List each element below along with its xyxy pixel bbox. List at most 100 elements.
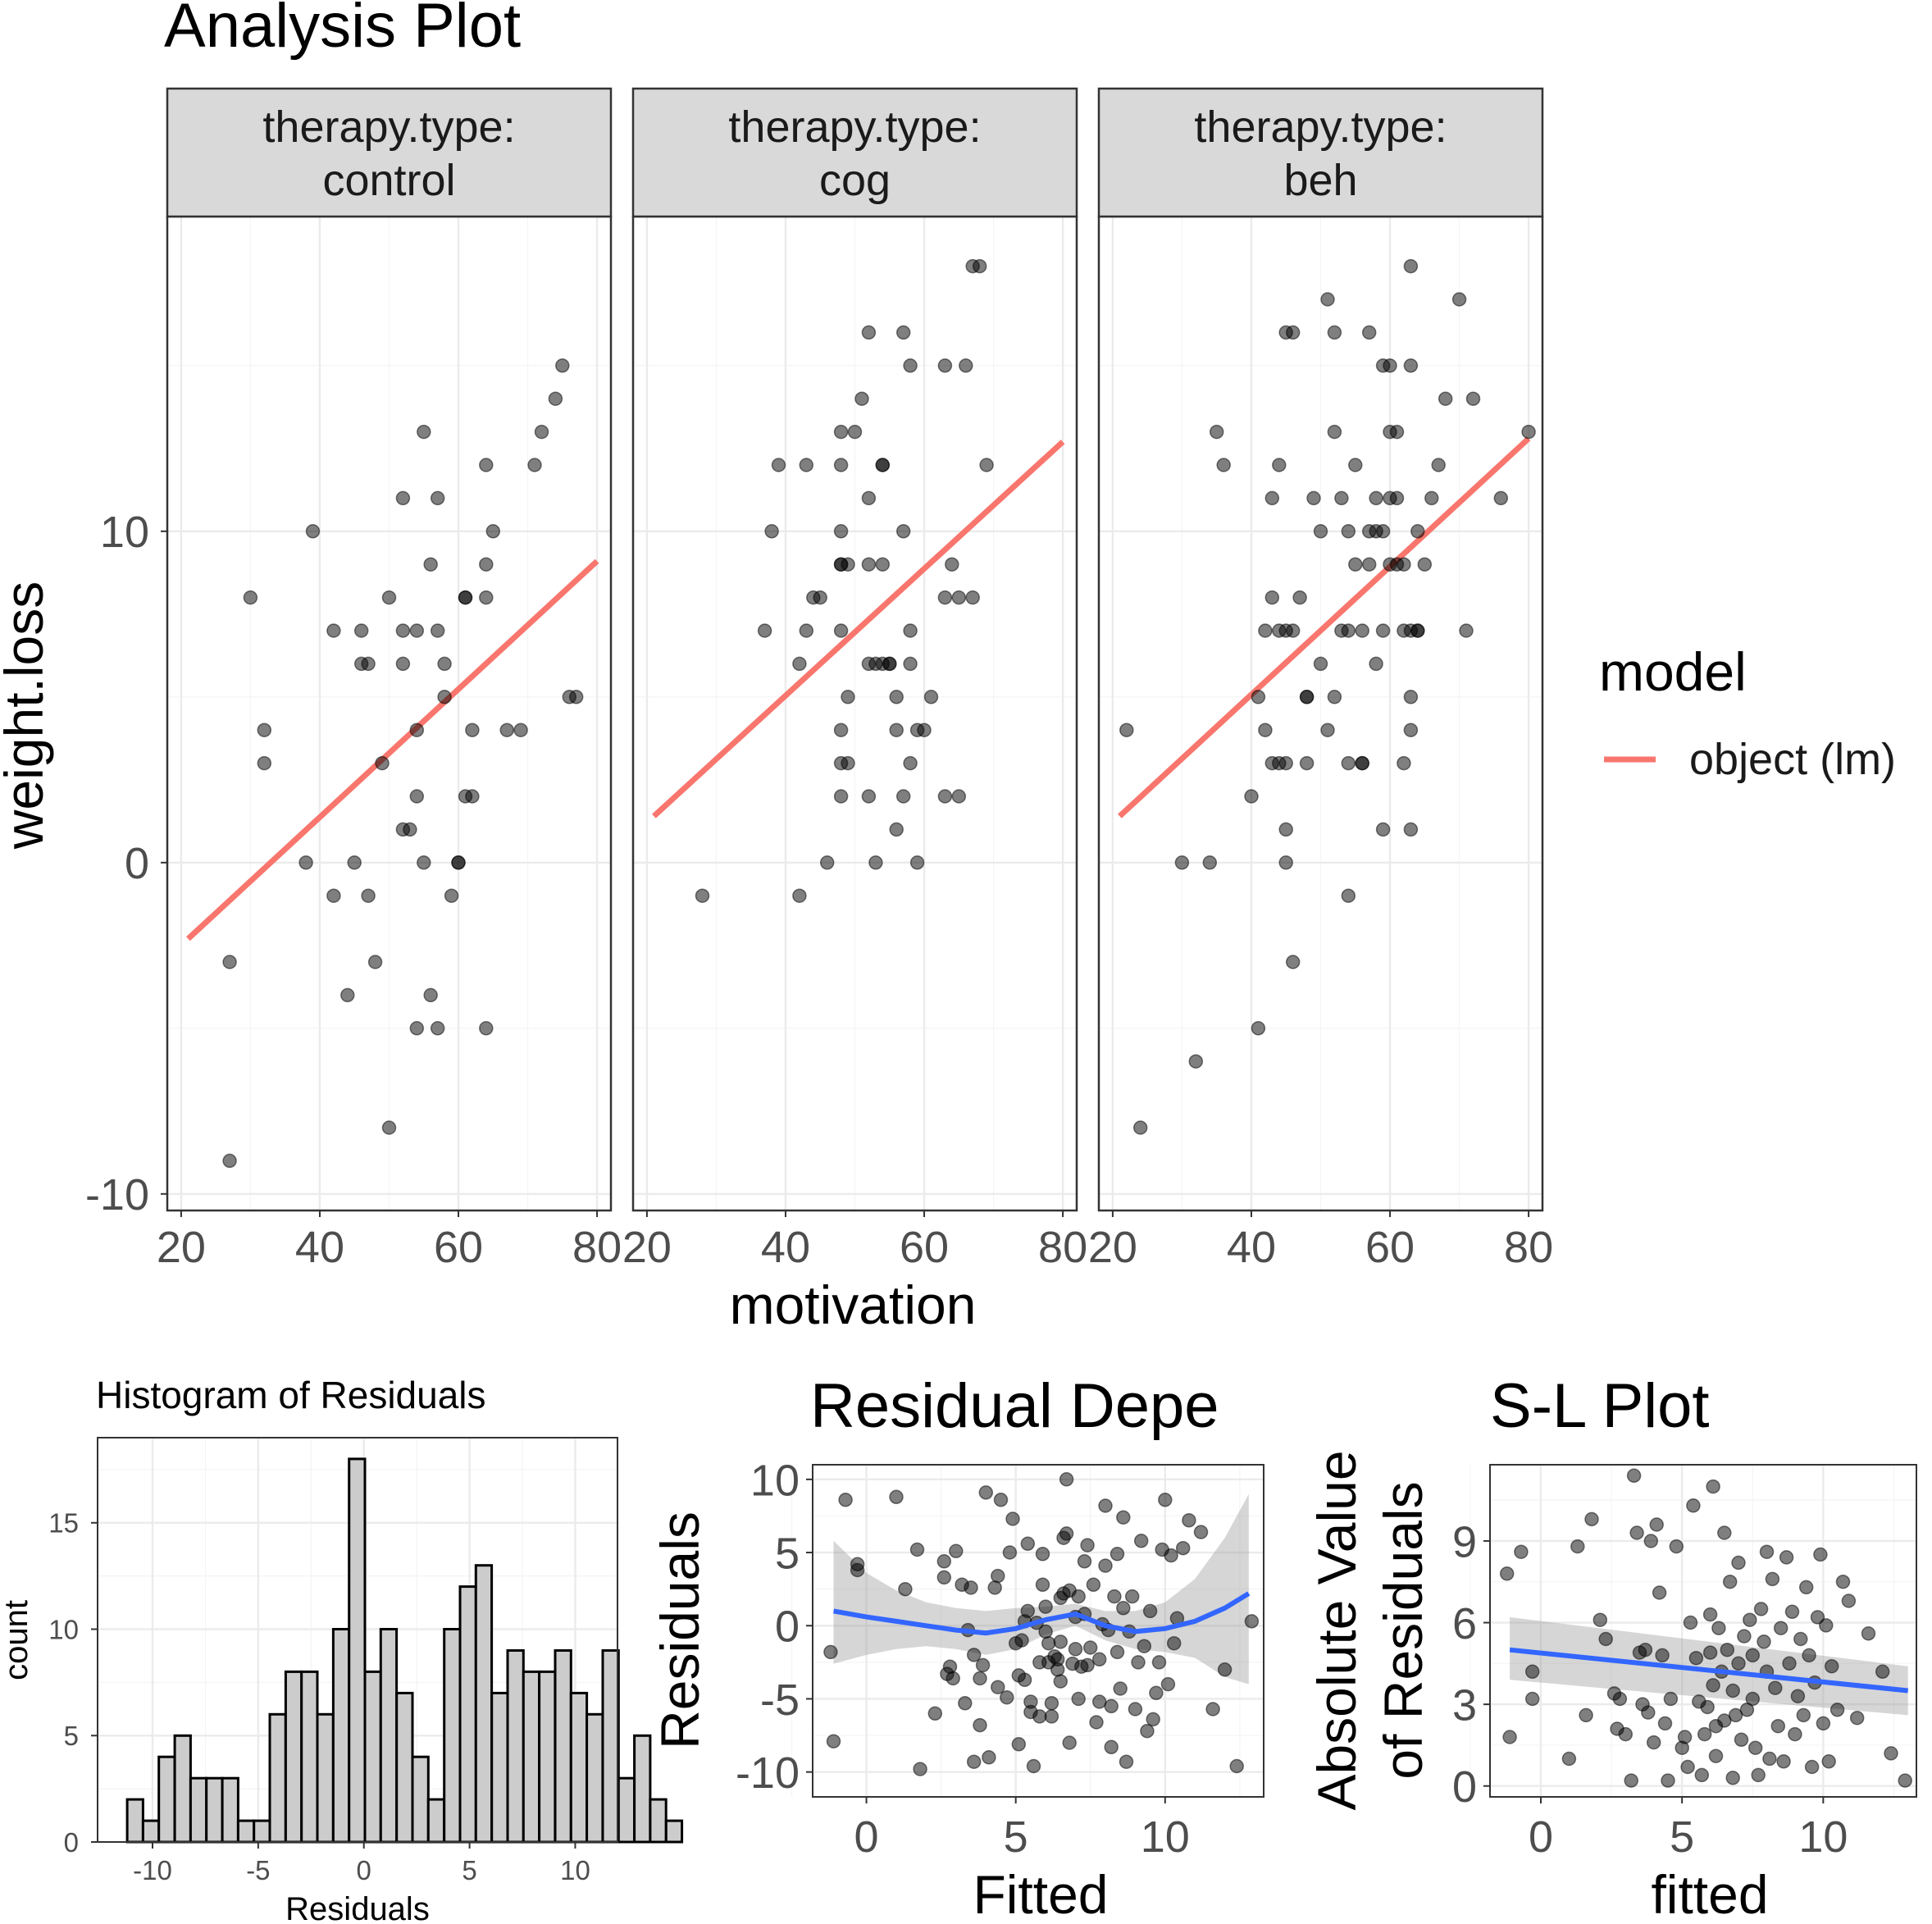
data-point [1717,1713,1732,1728]
histogram-of-residuals: Histogram of Residuals -10 -5 0 5 10 0 5 10 15 Res… [0,1374,684,1924]
data-point [1017,1672,1032,1688]
histogram-bar [458,1585,477,1844]
facet-strip-label: therapy.type: [728,103,981,152]
data-point [1320,292,1335,307]
histogram-bar [395,1691,414,1844]
data-point [813,590,827,605]
y-axis-title: weight.loss [0,581,54,850]
data-point [1762,1751,1777,1767]
histogram-bar [316,1712,335,1844]
data-point [833,458,849,472]
data-point [417,855,431,870]
data-point [898,1581,913,1597]
data-point [1702,1645,1718,1660]
data-point [1776,1754,1791,1769]
data-point [458,590,473,605]
data-point [875,458,891,472]
data-point [1524,1691,1540,1707]
data-point [1005,1511,1020,1526]
data-point [1264,490,1280,506]
data-point [1272,458,1287,472]
panel-border [812,1464,1264,1798]
data-point [409,723,425,737]
data-point [1521,424,1536,440]
data-point [972,258,987,274]
data-point [1244,1614,1260,1629]
y-tick-label: 5 [775,1529,800,1578]
data-point [937,590,953,605]
confidence-band [833,1493,1249,1685]
data-point [927,1706,943,1721]
data-point [1341,623,1356,638]
data-point [1116,1601,1131,1616]
x-tick-label: 80 [572,1223,622,1272]
data-point [1164,1548,1178,1563]
data-point [1113,1681,1128,1696]
histogram-bar [236,1819,256,1844]
data-point [1417,557,1433,572]
data-point [975,1657,991,1673]
data-point [1663,1691,1679,1707]
data-point [1044,1709,1059,1724]
histogram-bar [664,1819,684,1844]
data-point [1649,1517,1664,1532]
data-point [1737,1629,1752,1644]
data-point [479,590,494,605]
data-point [1768,1680,1783,1695]
histogram-bar [331,1628,351,1844]
data-point [1624,1773,1638,1788]
data-point [417,424,431,440]
y-tick-label: 10 [100,508,149,557]
data-point [1361,325,1377,340]
data-point [1035,1547,1050,1562]
chart-title: Residual Depe [810,1371,1219,1441]
y-tick-label: 0 [775,1603,800,1652]
facet-strip-label: therapy.type: [1194,103,1447,152]
data-point [1059,1472,1074,1487]
data-point [1403,822,1419,837]
x-tick-label: 20 [157,1223,206,1272]
data-point [771,458,786,472]
data-point [1875,1664,1890,1680]
data-point [1086,1577,1101,1593]
data-point [1258,723,1273,737]
data-point [764,524,779,539]
data-point [1410,623,1425,638]
data-point [1258,623,1273,638]
data-point [1683,1615,1698,1630]
data-point [1091,1652,1107,1667]
data-point [1119,723,1134,737]
y-axis-title: of Residuals [1373,1481,1433,1779]
data-point [1038,1599,1053,1614]
data-point [1655,1648,1670,1663]
data-point [1584,1511,1599,1527]
data-point [1770,1718,1786,1734]
data-point [1119,1754,1134,1769]
histogram-bar [586,1712,604,1844]
x-tick-label: -10 [133,1855,172,1885]
x-tick-label: 40 [295,1223,344,1272]
data-point [861,325,877,340]
facet-strip-label: beh [1283,156,1357,205]
chart-title: Histogram of Residuals [96,1374,486,1416]
data-point [1137,1639,1152,1653]
data-point [1629,1525,1644,1540]
data-point [951,590,967,605]
y-axis-title: count [0,1600,34,1680]
data-point [437,656,452,672]
data-point [1002,1545,1018,1560]
histogram-bar [474,1564,494,1844]
data-point [1782,1656,1797,1671]
data-point [1706,1678,1720,1693]
data-point [1174,855,1190,870]
data-point [945,557,959,572]
data-point [1142,1603,1158,1619]
histogram-bar [189,1776,208,1844]
data-point [903,358,918,373]
data-point [298,855,313,870]
data-point [305,524,321,539]
data-point [1451,292,1467,307]
data-point [833,789,849,804]
data-point [1341,755,1356,771]
histogram-bar [633,1734,652,1844]
